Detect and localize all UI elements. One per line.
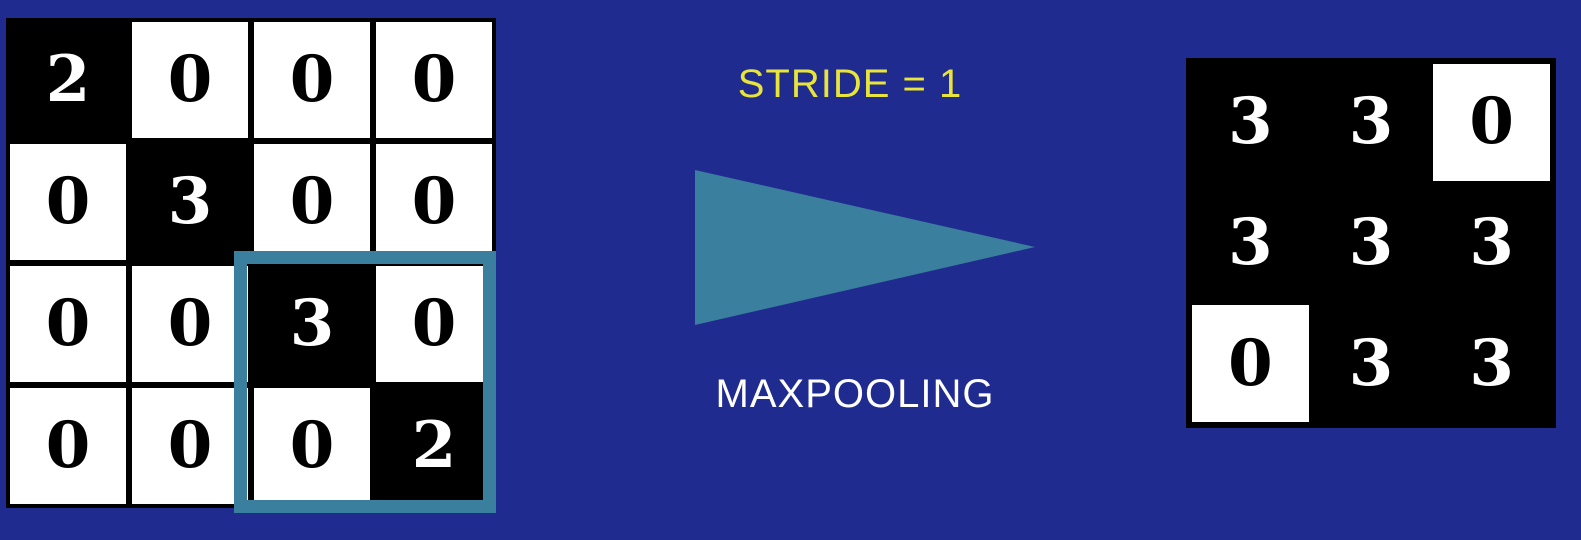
input-matrix: 2 0 0 0 0 3 0 0 0 0 3 0 0 0 0 2	[6, 18, 496, 508]
arrow-right-shape	[695, 170, 1035, 325]
input-cell: 0	[254, 22, 370, 138]
output-cell: 3	[1312, 64, 1430, 181]
input-cell: 0	[10, 266, 126, 382]
input-cell: 0	[254, 388, 370, 504]
input-cell: 2	[376, 388, 492, 504]
input-cell: 2	[10, 22, 126, 138]
stride-label: STRIDE = 1	[737, 62, 963, 106]
arrow-right-icon	[695, 170, 1035, 325]
input-cell: 0	[10, 144, 126, 260]
input-cell: 3	[254, 266, 370, 382]
input-cell: 0	[376, 266, 492, 382]
output-cell: 0	[1433, 64, 1550, 181]
input-cell: 0	[376, 22, 492, 138]
input-cell: 0	[132, 388, 248, 504]
output-cell: 3	[1433, 184, 1550, 302]
input-cell: 3	[132, 144, 248, 260]
input-cell: 0	[132, 266, 248, 382]
input-cell: 0	[132, 22, 248, 138]
output-matrix: 3 3 0 3 3 3 0 3 3	[1186, 58, 1556, 428]
output-cell: 3	[1312, 184, 1430, 302]
input-cell: 0	[376, 144, 492, 260]
output-cell: 3	[1433, 305, 1550, 422]
operation-label: MAXPOOLING	[715, 372, 995, 416]
input-cell: 0	[254, 144, 370, 260]
input-cell: 0	[10, 388, 126, 504]
output-cell: 3	[1192, 184, 1309, 302]
output-cell: 3	[1192, 64, 1309, 181]
output-cell: 3	[1312, 305, 1430, 422]
output-cell: 0	[1192, 305, 1309, 422]
